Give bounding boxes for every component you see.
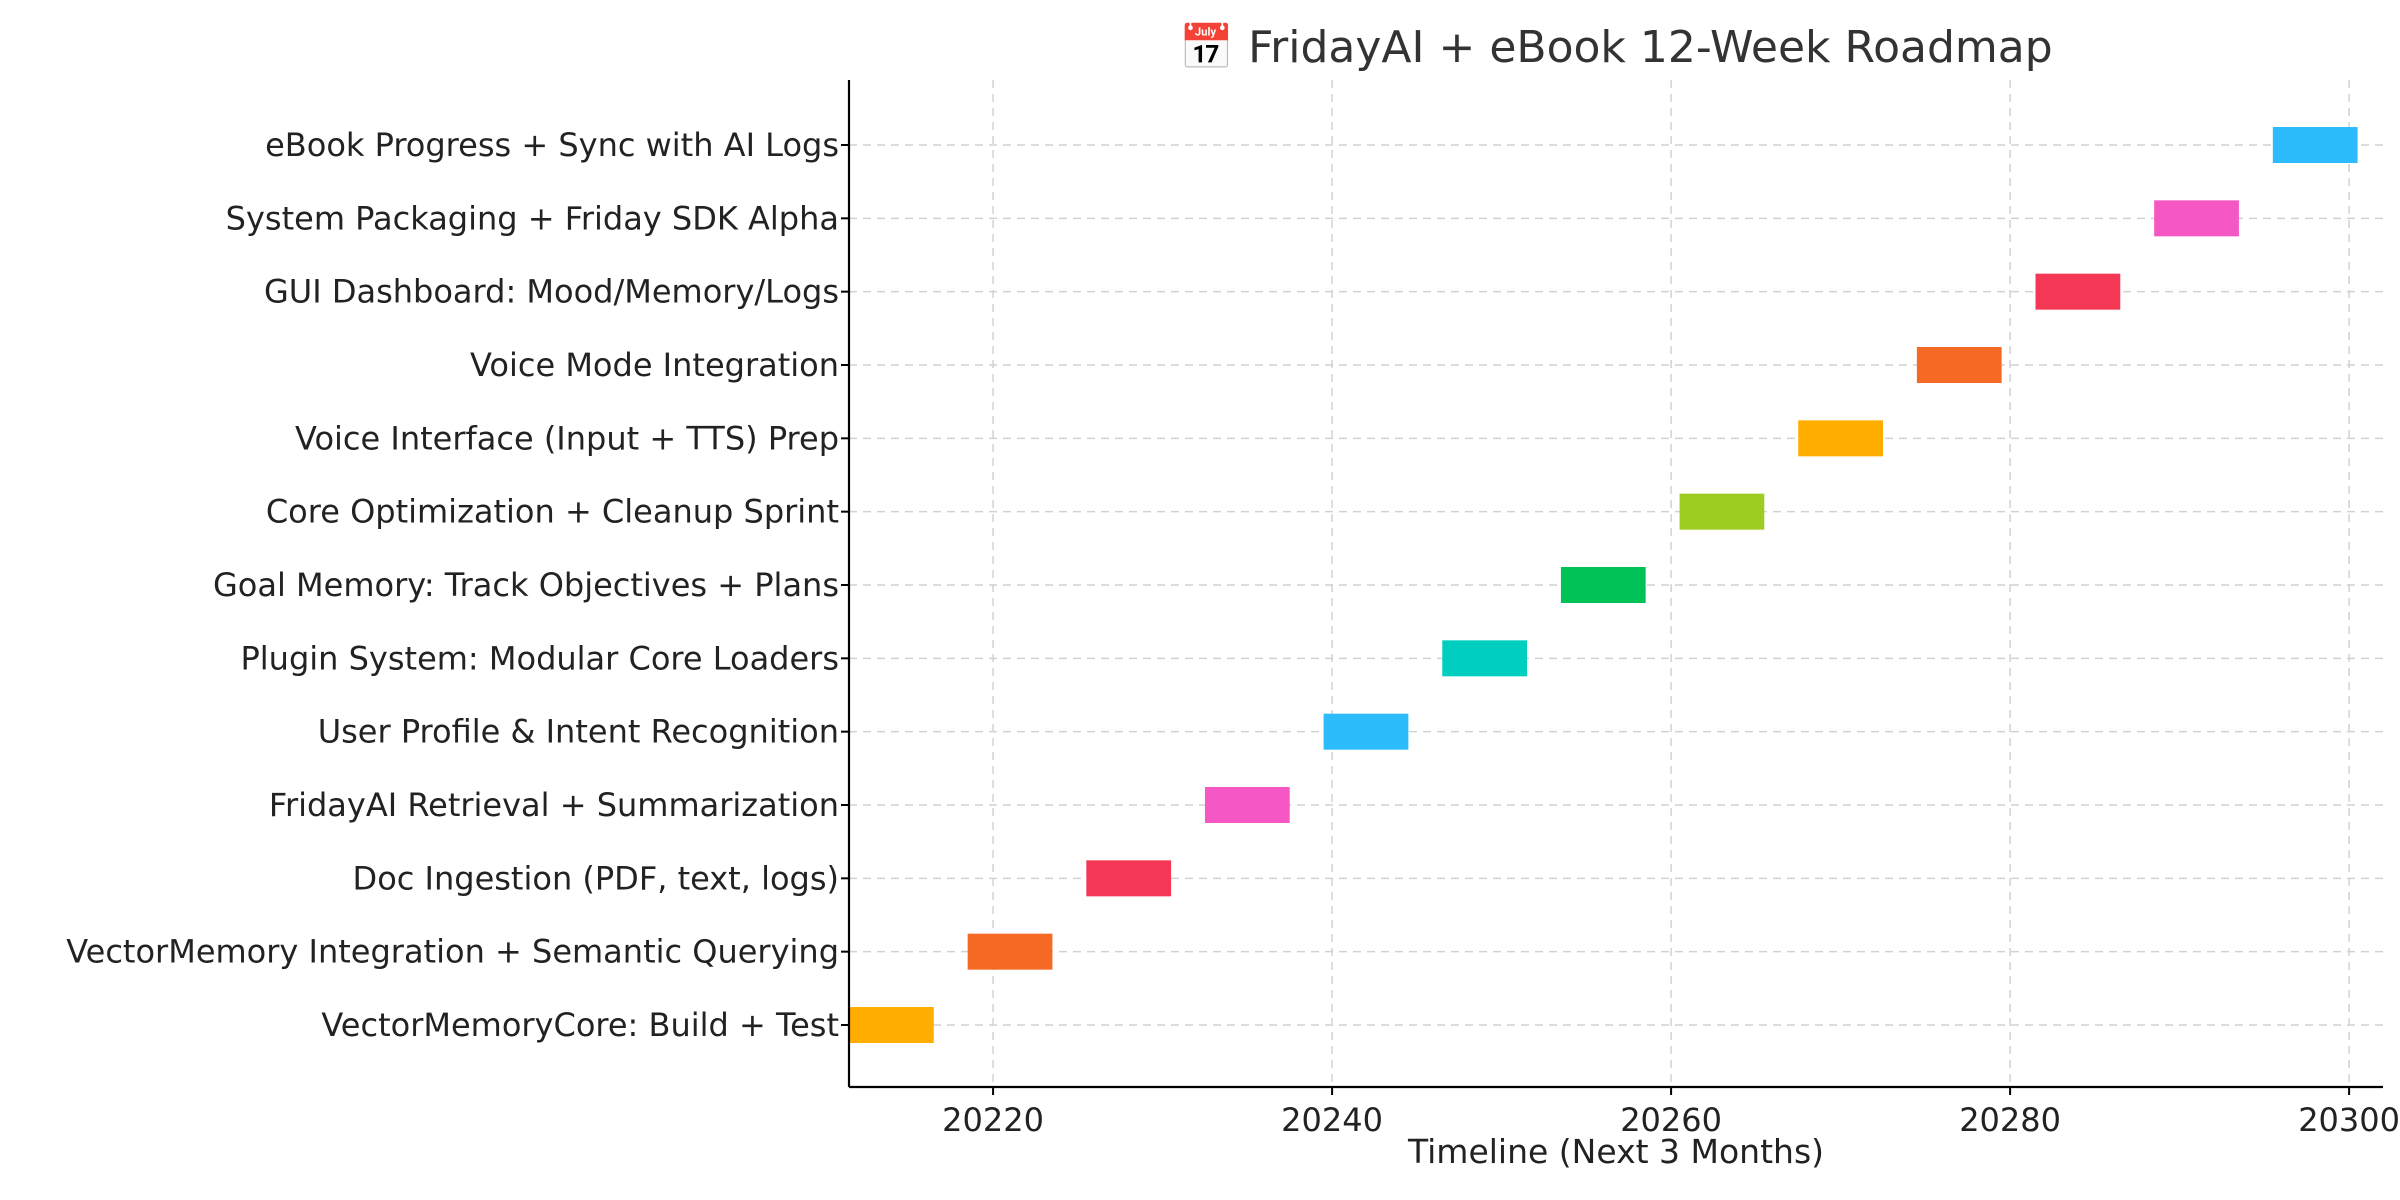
y-tick-label: Plugin System: Modular Core Loaders [240, 639, 839, 677]
task-bar [967, 933, 1053, 970]
task-bar [1560, 567, 1646, 603]
y-tick-label: System Packaging + Friday SDK Alpha [226, 199, 839, 237]
y-tick-label: eBook Progress + Sync with AI Logs [265, 126, 839, 164]
task-bar [2272, 127, 2358, 163]
y-tick-label: User Profile & Intent Recognition [318, 713, 839, 751]
x-axis-label: Timeline (Next 3 Months) [1407, 1132, 1824, 1171]
task-bar [1442, 640, 1528, 677]
y-tick-label: VectorMemory Integration + Semantic Quer… [66, 933, 839, 971]
y-tick-label: VectorMemoryCore: Build + Test [321, 1006, 839, 1044]
task-bar [849, 1007, 934, 1043]
task-bar [1323, 713, 1409, 750]
y-tick-label: Voice Interface (Input + TTS) Prep [295, 419, 839, 457]
y-tick-label: Goal Memory: Track Objectives + Plans [213, 566, 839, 604]
task-bar [1916, 347, 2002, 383]
x-tick-label: 20300 [2298, 1101, 2400, 1139]
bar-layer [849, 127, 2358, 1043]
y-tick-label: Doc Ingestion (PDF, text, logs) [353, 859, 839, 897]
y-tick-label: GUI Dashboard: Mood/Memory/Logs [264, 273, 839, 311]
y-tick-label: FridayAI Retrieval + Summarization [269, 786, 839, 824]
x-tick-label: 20280 [1959, 1101, 2061, 1139]
task-bar [2035, 273, 2121, 310]
y-tick-label: Voice Mode Integration [470, 346, 839, 384]
task-bar [1086, 860, 1172, 897]
axis-layer: VectorMemoryCore: Build + Test VectorMemo… [66, 80, 2400, 1139]
task-bar [1798, 420, 1883, 457]
x-tick-label: 20240 [1281, 1101, 1383, 1139]
task-bar [2154, 200, 2239, 237]
y-tick-label: Core Optimization + Cleanup Sprint [266, 493, 839, 531]
task-bar [1679, 493, 1765, 530]
x-tick-label: 20220 [942, 1101, 1044, 1139]
task-bar [1204, 787, 1290, 823]
chart-title: 📅 FridayAI + eBook 12-Week Roadmap [1179, 22, 2052, 73]
x-tick-label: 20260 [1620, 1101, 1722, 1139]
grid-layer [849, 80, 2383, 1087]
